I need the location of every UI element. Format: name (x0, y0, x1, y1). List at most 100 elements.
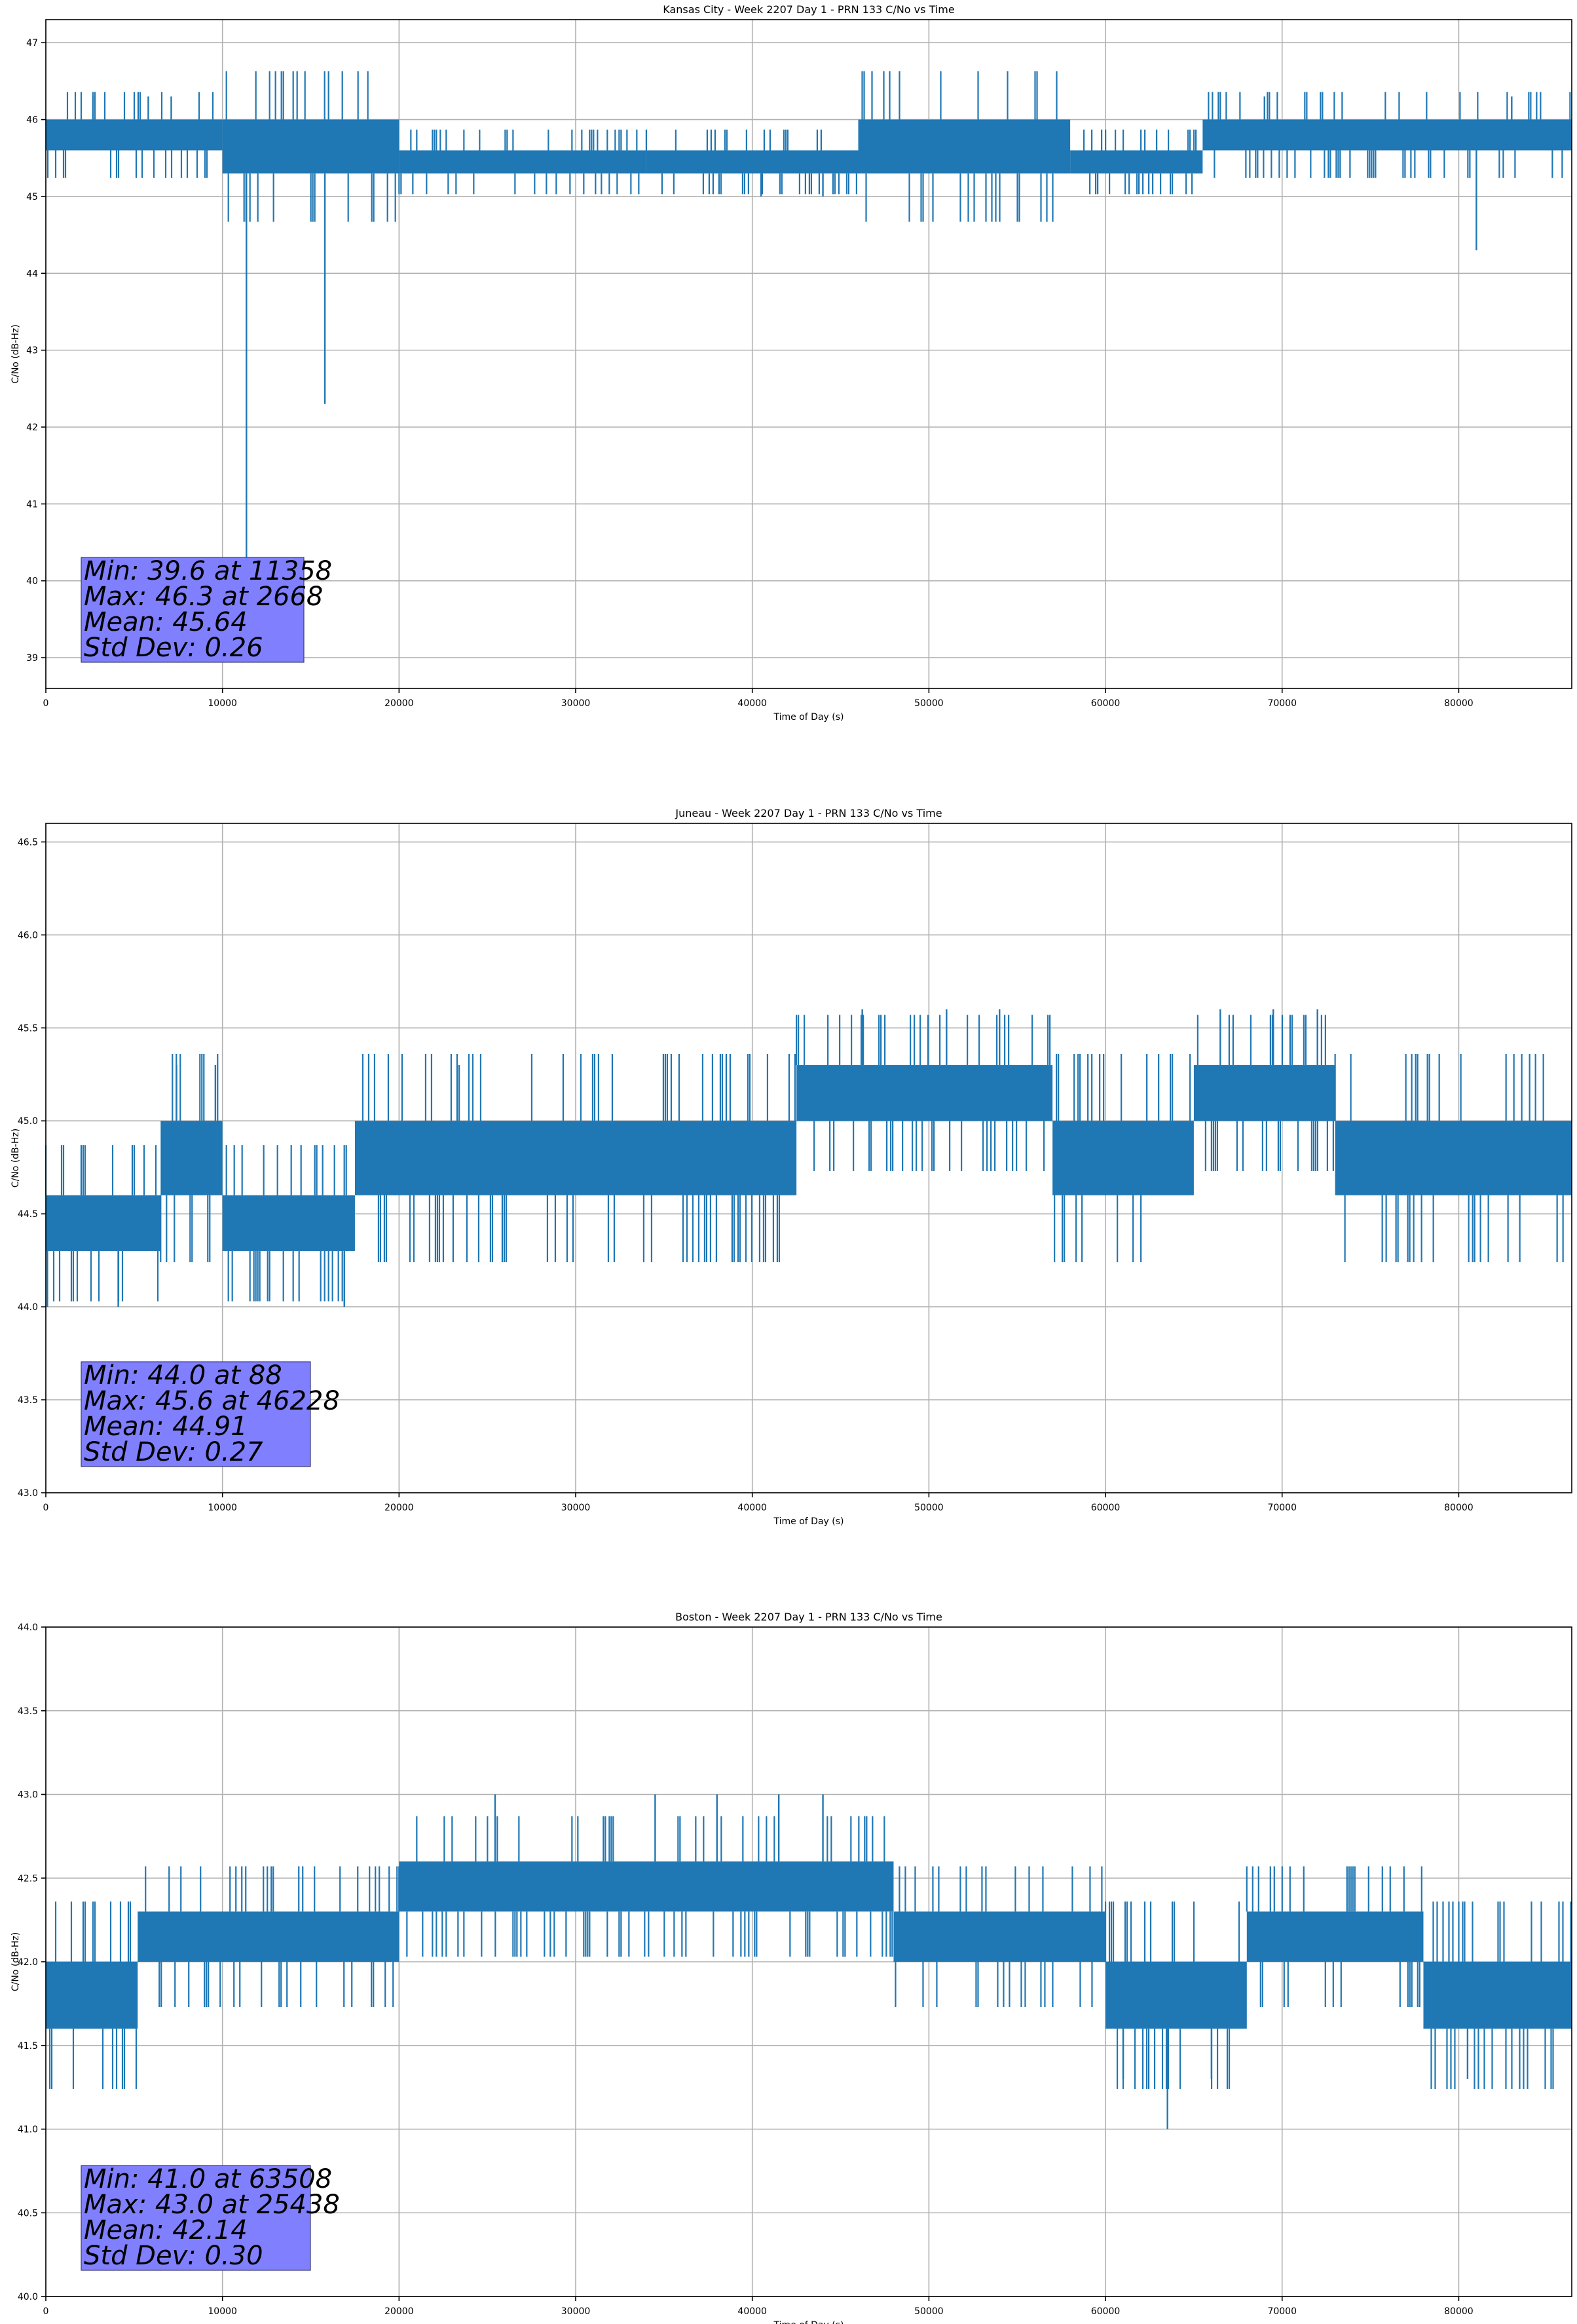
signal-band (46, 1962, 138, 2029)
signal-band (222, 1195, 355, 1251)
signal-band (354, 1121, 797, 1195)
y-tick-label: 45 (26, 192, 38, 202)
x-tick-label: 0 (43, 1503, 49, 1513)
signal-band (1070, 150, 1203, 174)
stats-max: Max: 43.0 at 25438 (84, 2190, 340, 2220)
y-tick-label: 42.0 (18, 1957, 38, 1968)
y-tick-label: 44.0 (18, 1302, 38, 1313)
y-tick-label: 44 (26, 269, 38, 279)
x-tick-label: 30000 (561, 698, 591, 709)
signal-band (893, 1911, 1106, 1962)
chart-panel-2: 0 10000 20000 30000 40000 50000 60000 70000 8000… (10, 807, 1572, 1527)
x-tick-label: 80000 (1444, 698, 1474, 709)
y-tick-label: 46.5 (18, 837, 38, 848)
y-tick-label: 45.5 (18, 1023, 38, 1034)
y-tick-label: 40.5 (18, 2208, 38, 2219)
stats-mean: Mean: 45.64 (84, 607, 248, 637)
x-tick-label: 70000 (1267, 698, 1297, 709)
stats-max: Max: 45.6 at 46228 (84, 1386, 340, 1416)
y-tick-label: 42.5 (18, 1873, 38, 1884)
series-cno (46, 71, 1572, 612)
signal-band (399, 150, 646, 174)
stats-min: Min: 44.0 at 88 (84, 1360, 282, 1391)
stats-std: Std Dev: 0.30 (84, 2241, 263, 2271)
y-tick-label: 44.0 (18, 1622, 38, 1633)
axes-frame (45, 19, 1572, 689)
x-tick-label: 80000 (1444, 2306, 1474, 2317)
y-tick-label: 44.5 (18, 1209, 38, 1220)
y-tick-label: 42 (26, 422, 38, 433)
y-tick-label: 46 (26, 115, 38, 126)
x-tick-label: 30000 (561, 2306, 591, 2317)
x-tick-label: 40000 (737, 698, 767, 709)
y-axis-label: C/No (dB-Hz) (10, 1932, 21, 1991)
signal-band (160, 1121, 223, 1195)
x-tick-label: 0 (43, 698, 49, 709)
axes-frame (45, 823, 1572, 1493)
x-tick-label: 60000 (1091, 1503, 1121, 1513)
signal-band (1105, 1962, 1247, 2029)
x-tick-label: 50000 (914, 1503, 944, 1513)
x-tick-label: 40000 (737, 1503, 767, 1513)
x-tick-label: 70000 (1267, 2306, 1297, 2317)
y-tick-label: 43.0 (18, 1790, 38, 1801)
signal-band (1202, 119, 1572, 151)
x-tick-label: 20000 (384, 2306, 414, 2317)
y-tick-label: 43 (26, 346, 38, 356)
signal-band (222, 119, 399, 174)
y-tick-label: 41.5 (18, 2041, 38, 2052)
chart-panel-1: 0 10000 20000 30000 40000 50000 60000 70000 8000… (10, 3, 1572, 722)
series-cno (46, 1794, 1572, 2129)
x-tick-label: 20000 (384, 698, 414, 709)
y-tick-label: 43.0 (18, 1488, 38, 1499)
signal-band (646, 150, 859, 174)
x-tick-label: 60000 (1091, 2306, 1121, 2317)
x-tick-label: 10000 (208, 1503, 237, 1513)
y-tick-label: 41 (26, 499, 38, 510)
y-tick-label: 39 (26, 653, 38, 664)
chart-title: Juneau - Week 2207 Day 1 - PRN 133 C/No … (675, 807, 942, 819)
signal-band (138, 1911, 399, 1962)
y-tick-label: 43.5 (18, 1706, 38, 1717)
y-tick-label: 40 (26, 576, 38, 587)
y-tick-label: 43.5 (18, 1395, 38, 1406)
signal-band (46, 119, 223, 151)
signal-band (1335, 1121, 1572, 1195)
x-axis-label: Time of Day (s) (773, 2320, 844, 2324)
x-tick-label: 50000 (914, 2306, 944, 2317)
x-tick-label: 10000 (208, 2306, 237, 2317)
signal-band (399, 1861, 894, 1912)
y-axis-label: C/No (dB-Hz) (10, 324, 21, 383)
x-axis-label: Time of Day (s) (773, 1516, 844, 1527)
x-axis-label: Time of Day (s) (773, 712, 844, 722)
signal-band (858, 119, 1071, 174)
x-tick-label: 40000 (737, 2306, 767, 2317)
stats-box (81, 557, 305, 663)
chart-panel-3: 0 10000 20000 30000 40000 50000 60000 70000 8000… (10, 1611, 1572, 2324)
signal-band (796, 1065, 1053, 1121)
y-tick-label: 46.0 (18, 930, 38, 941)
x-tick-label: 50000 (914, 698, 944, 709)
signal-band (46, 1195, 161, 1251)
x-tick-label: 30000 (561, 1503, 591, 1513)
y-axis-label: C/No (dB-Hz) (10, 1129, 21, 1188)
x-tick-label: 70000 (1267, 1503, 1297, 1513)
y-tick-label: 40.0 (18, 2292, 38, 2302)
chart-title: Boston - Week 2207 Day 1 - PRN 133 C/No … (675, 1611, 942, 1623)
signal-band (1052, 1121, 1194, 1195)
stats-std: Std Dev: 0.27 (84, 1437, 263, 1467)
x-tick-label: 10000 (208, 698, 237, 709)
stats-box (81, 2165, 311, 2271)
stats-min: Min: 41.0 at 63508 (84, 2164, 332, 2194)
stats-box (81, 1361, 311, 1467)
stats-std: Std Dev: 0.26 (84, 633, 263, 663)
signal-band (1193, 1065, 1335, 1121)
y-tick-label: 41.0 (18, 2125, 38, 2135)
stats-mean: Mean: 44.91 (84, 1412, 248, 1442)
x-tick-label: 0 (43, 2306, 49, 2317)
signal-band (1246, 1911, 1424, 1962)
stats-mean: Mean: 42.14 (84, 2215, 248, 2245)
series-cno (45, 1009, 1572, 1307)
y-tick-label: 47 (26, 38, 38, 48)
